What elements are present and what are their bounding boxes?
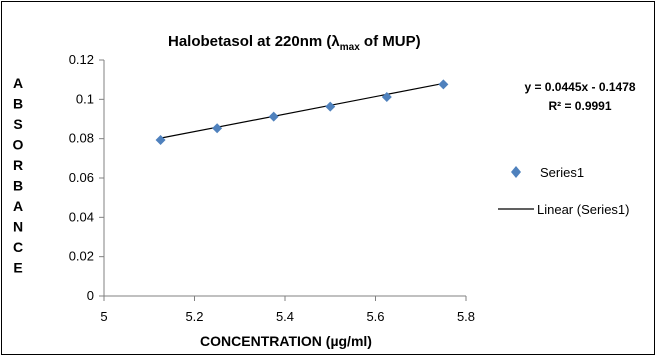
y-axis-title-letter: C	[13, 239, 23, 255]
data-point	[155, 135, 166, 146]
legend-trendline-label: Linear (Series1)	[537, 202, 630, 217]
y-axis-title-letter: B	[13, 96, 23, 112]
data-point	[325, 101, 336, 112]
x-tick-label: 5.2	[185, 309, 203, 324]
x-axis-title: CONCENTRATION (µg/ml)	[200, 333, 372, 349]
y-axis-title-letter: A	[13, 198, 23, 214]
x-tick-label: 5.8	[457, 309, 475, 324]
y-tick-label: 0.06	[69, 170, 94, 185]
data-point	[268, 111, 279, 122]
y-axis-ticks: 0 0.02 0.04 0.06 0.08 0.1 0.12	[69, 52, 104, 303]
legend-series-label: Series1	[540, 165, 584, 180]
x-axis-ticks: 5 5.2 5.4 5.6 5.8	[100, 296, 475, 324]
y-axis-title-letter: A	[13, 75, 23, 91]
trendline-r-squared: R² = 0.9991	[548, 99, 611, 113]
trendline-equation: y = 0.0445x - 0.1478	[524, 80, 635, 94]
legend: Series1 Linear (Series1)	[498, 165, 630, 217]
y-tick-label: 0.12	[69, 52, 94, 67]
x-tick-label: 5	[100, 309, 107, 324]
y-axis-title-letter: O	[13, 137, 24, 153]
y-tick-label: 0.02	[69, 249, 94, 264]
y-axis-title-letter: B	[13, 178, 23, 194]
trendline-group	[160, 82, 444, 139]
y-axis-title-letter: R	[13, 157, 23, 173]
y-axis-title-letter: E	[13, 260, 22, 276]
data-point	[381, 91, 392, 102]
y-tick-label: 0.04	[69, 209, 94, 224]
trendline	[160, 82, 444, 139]
y-axis-title-letter: N	[13, 219, 23, 235]
data-point	[438, 79, 449, 90]
legend-series-marker	[511, 166, 521, 178]
y-tick-label: 0.1	[76, 91, 94, 106]
data-points	[155, 79, 449, 146]
y-axis-title-letter: S	[13, 116, 22, 132]
chart-title: Halobetasol at 220nm (λmax of MUP)	[168, 33, 421, 53]
data-point	[212, 123, 223, 134]
y-tick-label: 0	[87, 288, 94, 303]
x-tick-label: 5.4	[276, 309, 294, 324]
y-tick-label: 0.08	[69, 131, 94, 146]
x-tick-label: 5.6	[366, 309, 384, 324]
